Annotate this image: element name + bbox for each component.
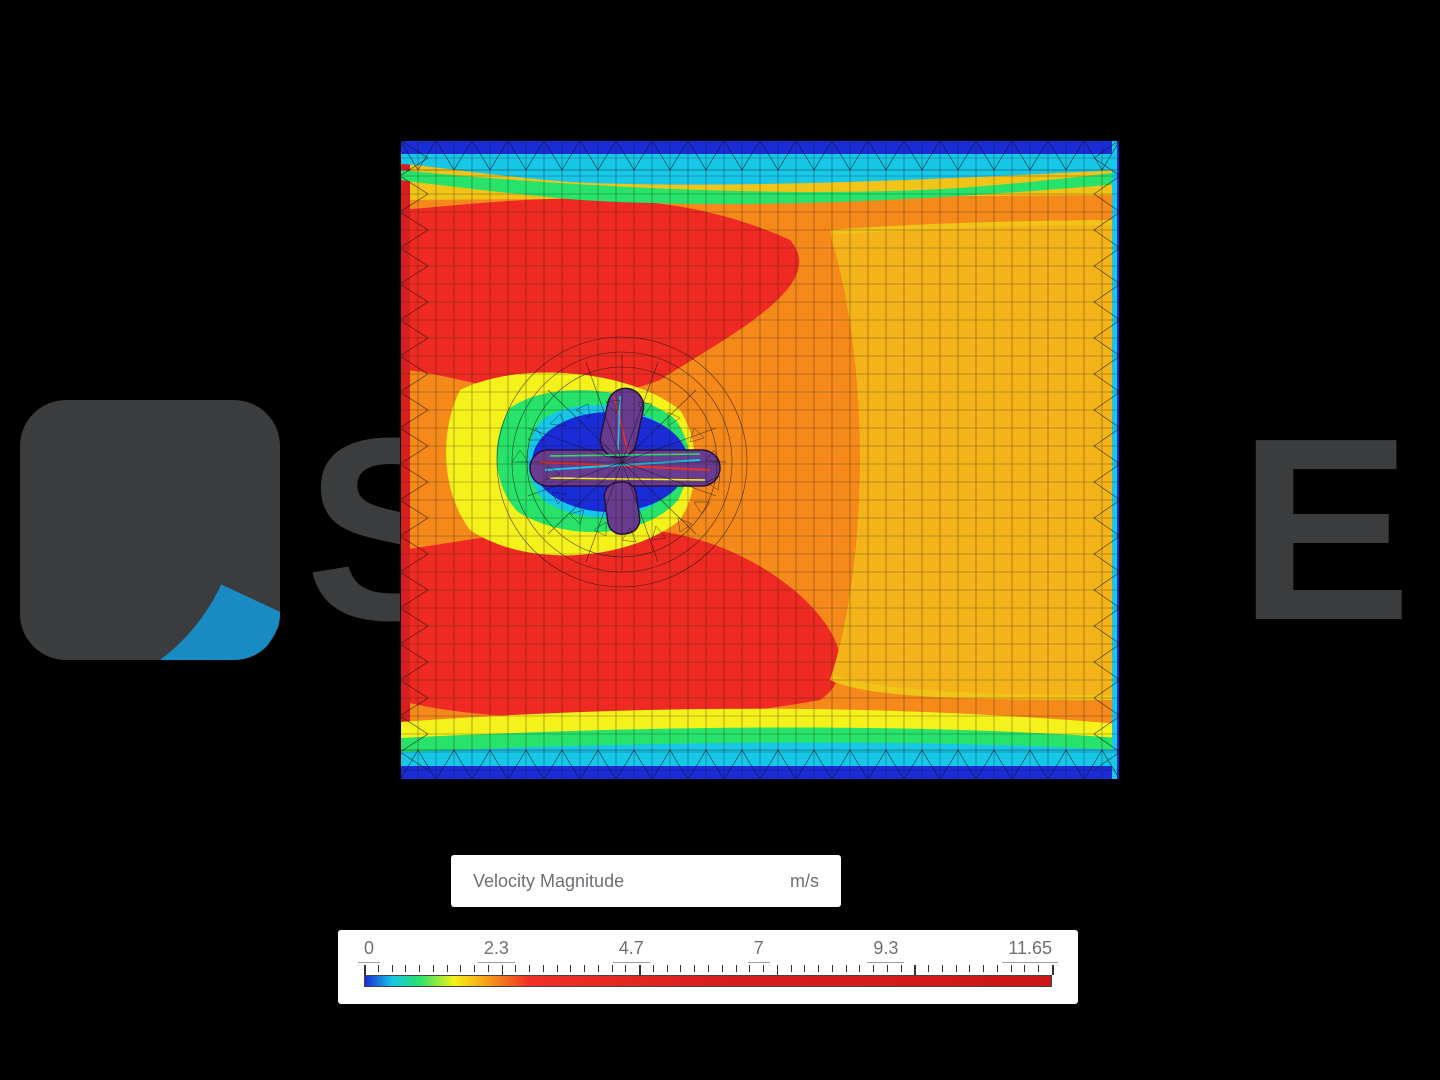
logo-mark-icon	[20, 400, 280, 660]
mesh-grid-icon	[400, 140, 1120, 780]
legend-minor-ticks	[364, 965, 1052, 975]
cfd-viewport[interactable]	[400, 140, 1120, 780]
legend-quantity-label: Velocity Magnitude	[473, 871, 624, 892]
legend-tick-5: 11.65	[1008, 938, 1052, 963]
legend-scale-panel[interactable]: 0 2.3 4.7 7 9.3 11.65	[338, 930, 1078, 1004]
logo-letter-e: E	[1238, 400, 1401, 660]
cfd-heatmap	[400, 140, 1120, 780]
legend-tick-labels: 0 2.3 4.7 7 9.3 11.65	[358, 938, 1058, 963]
legend-unit-label: m/s	[790, 871, 819, 892]
legend-gradient-bar	[364, 975, 1052, 987]
legend-tick-3: 7	[754, 938, 764, 963]
legend-tick-2: 4.7	[619, 938, 644, 963]
legend-title-panel[interactable]: Velocity Magnitude m/s	[451, 855, 841, 907]
legend-tick-1: 2.3	[484, 938, 509, 963]
legend-tick-4: 9.3	[873, 938, 898, 963]
legend-tick-0: 0	[364, 938, 374, 963]
